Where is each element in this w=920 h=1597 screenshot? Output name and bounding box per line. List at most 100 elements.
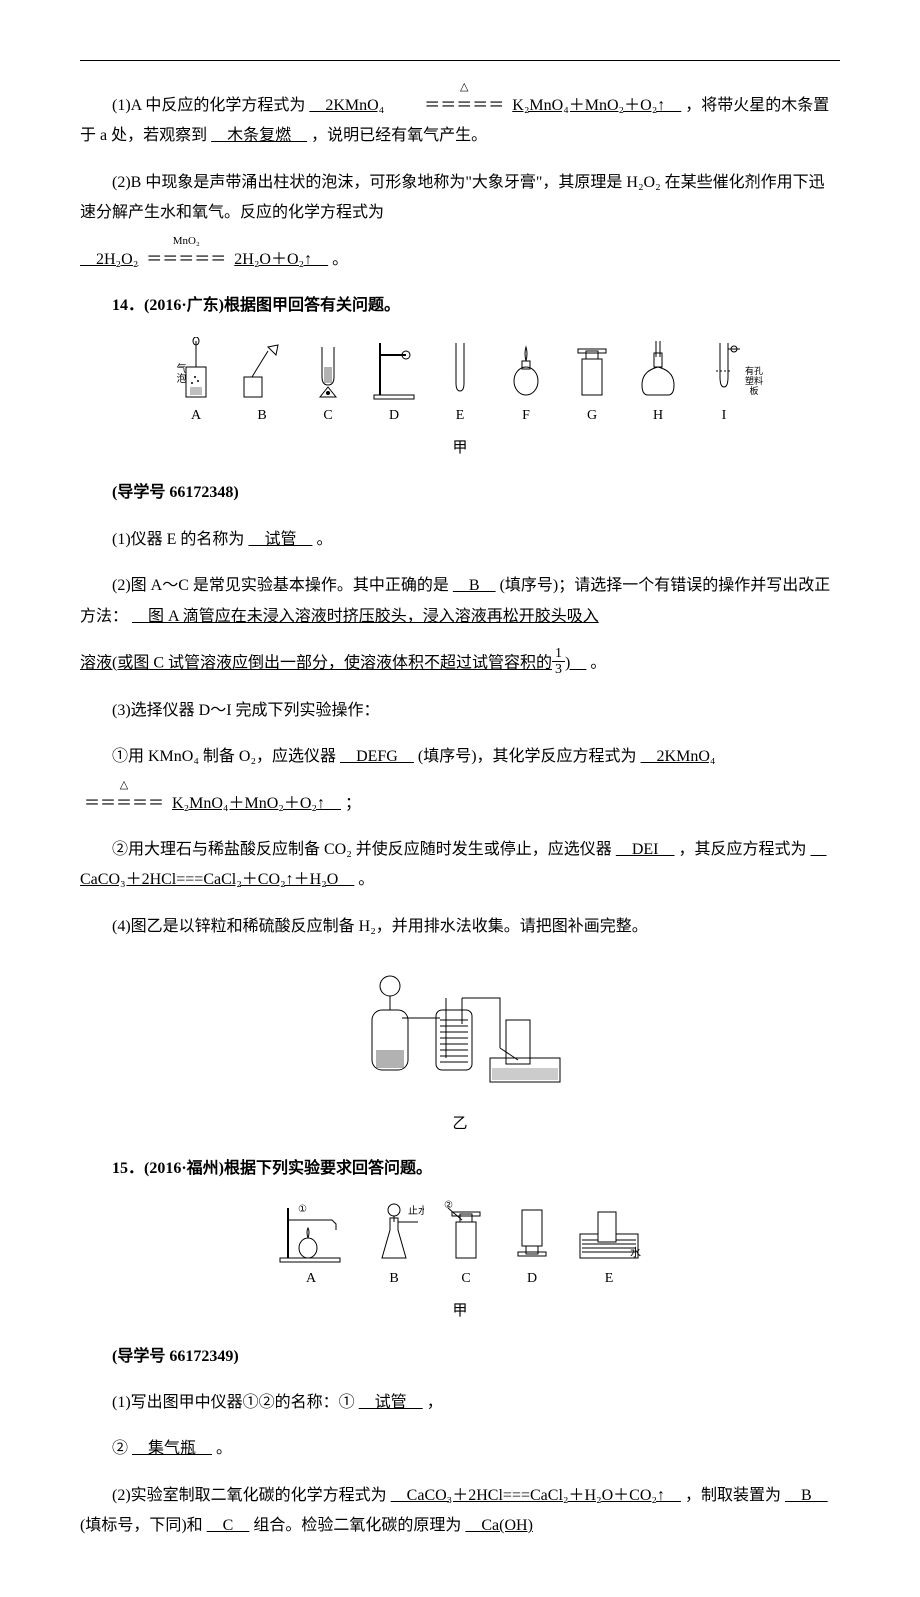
q14-p1: (1)仪器 E 的名称为 试管 。 [80, 525, 840, 555]
q14-label-d: D [389, 403, 399, 430]
q13-p1-eq-arrow: △ ＝＝＝＝＝ [388, 91, 508, 121]
q15-app-a: ① A [276, 1200, 346, 1293]
q14-p3-2-end: 。 [358, 871, 374, 888]
q14-label-i: I [722, 403, 727, 430]
q15-p2-ans1: B [785, 1487, 828, 1504]
q14-p3-1-ans1: DEFG [340, 748, 414, 765]
flask-stopper-icon [634, 337, 682, 401]
q14-p2-end: 。 [590, 655, 606, 672]
q13-p2-eq-left: 2H₂O₂ [80, 251, 138, 268]
q14-p2-ans1: B [453, 577, 496, 594]
q14-app-e: E [436, 337, 484, 430]
q13-p1: (1)A 中反应的化学方程式为 2KMnO₄ △ ＝＝＝＝＝ K₂MnO₄＋Mn… [80, 91, 840, 152]
q14-p3: (3)选择仪器 D～I 完成下列实验操作： [80, 696, 840, 726]
q14-p3-1-end: ； [345, 795, 361, 812]
fraction-icon: 13 [552, 646, 565, 678]
q15-p1: (1)写出图甲中仪器①②的名称：① 试管 ， [80, 1388, 840, 1418]
q13-p2-eq-right: 2H₂O＋O₂↑ [234, 251, 328, 268]
conical-flask-setup-icon: 止水夹 [364, 1200, 424, 1264]
q14-p3-1-cont: △ ＝＝＝＝＝ K₂MnO₄＋MnO₂＋O₂↑ ； [80, 789, 840, 819]
q14-dxh: (导学号 66172348) [80, 478, 840, 508]
q15-caption: 甲 [80, 1297, 840, 1326]
q15-label-b: B [389, 1266, 398, 1293]
q14-app-c: C [304, 337, 352, 430]
q14-p3-2b: ，其反应方程式为 [678, 841, 806, 858]
q14-figure: 气泡 A B C [80, 337, 840, 462]
gas-collection-diagram-icon [350, 958, 570, 1098]
q13-p1-eq-cond: △ [428, 77, 468, 98]
svg-text:②: ② [444, 1200, 453, 1211]
q15-p2-a: (2)实验室制取二氧化碳的化学方程式为 [112, 1487, 387, 1504]
q14-annot-bubble: 气泡 [170, 363, 189, 383]
q15-label-e: E [605, 1266, 614, 1293]
q13-p2-eq-line: 2H₂O₂ MnO₂ ＝＝＝＝＝ 2H₂O＋O₂↑ 。 [80, 245, 840, 275]
frac-num: 1 [552, 646, 565, 662]
svg-text:①: ① [298, 1204, 307, 1215]
q15-annot-water-inline: 水 [630, 1246, 641, 1259]
iron-stand-icon [370, 337, 418, 401]
alcohol-lamp-icon [502, 337, 550, 401]
pouring-liquid-icon [238, 337, 286, 401]
q14-p2-ans2-l2: 溶液(或图 C 试管溶液应倒出一部分，使溶液体积不超过试管容积的 [80, 655, 552, 672]
gas-bottle-icon [568, 337, 616, 401]
q15-head-text: 15．(2016·福州)根据下列实验要求回答问题。 [112, 1160, 432, 1177]
q15-label-c: C [461, 1266, 470, 1293]
q14-label-f: F [522, 403, 530, 430]
q14-p2-cont: 溶液(或图 C 试管溶液应倒出一部分，使溶液体积不超过试管容积的13) 。 [80, 648, 840, 680]
q14-label-b: B [257, 403, 266, 430]
q14-figure2: 乙 [80, 958, 840, 1138]
q13-p2-end: 。 [332, 251, 348, 268]
q15-p2: (2)实验室制取二氧化碳的化学方程式为 CaCO₃＋2HCl===CaCl₂＋H… [80, 1481, 840, 1542]
q14-label-a: A [191, 403, 201, 430]
q14-app-a: 气泡 A [172, 337, 220, 430]
q13-p2-eq-arrow: MnO₂ ＝＝＝＝＝ [142, 245, 230, 275]
q15-p2-c: (填标号，下同)和 [80, 1517, 203, 1534]
q14-app-i: 有孔塑料板 I [700, 337, 748, 430]
test-tube-icon [436, 337, 484, 401]
q14-app-h: H [634, 337, 682, 430]
q13-p1-text-c: ，说明已经有氧气产生。 [311, 127, 487, 144]
q15-p1-c: ② [112, 1440, 128, 1457]
q14-app-f: F [502, 337, 550, 430]
q13-p2-text-a: (2)B 中现象是声带涌出柱状的泡沫，可形象地称为"大象牙膏"，其原理是 H₂O… [80, 174, 825, 221]
q14-p2-ans2-l3: ) [565, 655, 586, 672]
q14-head-text: 14．(2016·广东)根据图甲回答有关问题。 [112, 297, 400, 314]
q14-p3-1b: (填序号)，其化学反应方程式为 [418, 748, 637, 765]
q13-p1-ans: 木条复燃 [211, 127, 307, 144]
q14-caption2: 乙 [80, 1110, 840, 1139]
q15-p2-eq: CaCO₃＋2HCl===CaCl₂＋H₂O＋CO₂↑ [391, 1487, 681, 1504]
q15-p2-eq2: Ca(OH) [465, 1517, 533, 1534]
q14-row: 气泡 A B C [80, 337, 840, 430]
q14-p2-ans2-l1: 图 A 滴管应在未浸入溶液时挤压胶头，浸入溶液再松开胶头吸入 [132, 608, 599, 625]
water-trough-icon: 水 [574, 1200, 644, 1264]
q14-p1-a: (1)仪器 E 的名称为 [112, 531, 244, 548]
q14-p1-end: 。 [316, 531, 332, 548]
q14-head: 14．(2016·广东)根据图甲回答有关问题。 [80, 291, 840, 321]
q14-p3-1-eq-l: 2KMnO₄ [641, 748, 716, 765]
q15-app-c: ② C [442, 1200, 490, 1293]
q15-app-e: 水 E [574, 1200, 644, 1293]
q15-label-a: A [306, 1266, 316, 1293]
q15-label-d: D [527, 1266, 537, 1293]
q14-p3-1: ①用 KMnO₄ 制备 O₂，应选仪器 DEFG (填序号)，其化学反应方程式为… [80, 742, 840, 772]
q14-app-g: G [568, 337, 616, 430]
q15-p1-b: ， [427, 1394, 443, 1411]
q14-caption: 甲 [80, 434, 840, 463]
q14-frac-wrap: 13 [552, 655, 565, 672]
q15-p1-a: (1)写出图甲中仪器①②的名称：① [112, 1394, 355, 1411]
q15-dxh: (导学号 66172349) [80, 1342, 840, 1372]
q15-dxh-label: (导学号 [112, 1348, 165, 1365]
q14-p3-1-eq-r: K₂MnO₄＋MnO₂＋O₂↑ [172, 795, 341, 812]
q14-app-b: B [238, 337, 286, 430]
q14-label-h: H [653, 403, 663, 430]
q15-p1-ans1: 试管 [359, 1394, 423, 1411]
q15-annot-clamp-inline: 止水夹 [408, 1204, 424, 1217]
q14-p2: (2)图 A～C 是常见实验基本操作。其中正确的是 B (填序号)；请选择一个有… [80, 571, 840, 632]
q13-p2-eq-cond: MnO₂ [173, 231, 200, 252]
q14-p3-1-arrow: △ ＝＝＝＝＝ [80, 789, 168, 819]
q15-p2-ans2: C [207, 1517, 250, 1534]
q14-label-e: E [456, 403, 465, 430]
q15-figure: ① A 止水夹 B [80, 1200, 840, 1325]
q13-p1-eq-right: K₂MnO₄＋MnO₂＋O₂↑ [512, 97, 681, 114]
q13-p1-text-a: (1)A 中反应的化学方程式为 [112, 97, 305, 114]
